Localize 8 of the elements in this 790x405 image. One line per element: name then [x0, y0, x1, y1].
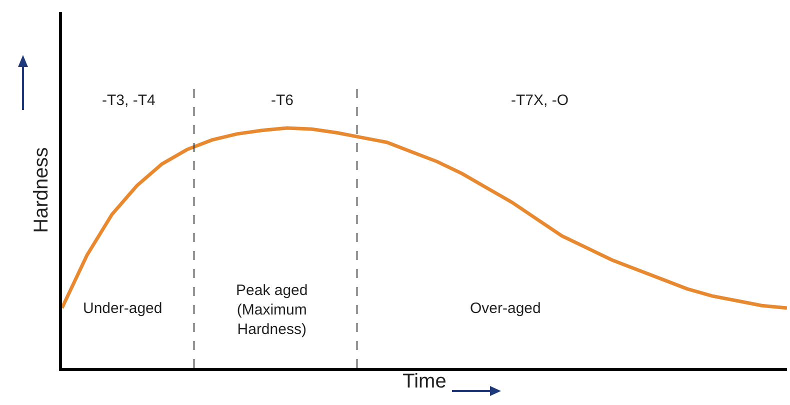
annotation: Under-aged	[83, 300, 162, 317]
text: -T6	[271, 92, 294, 109]
annotation: Over-aged	[470, 300, 541, 317]
y-axis-title: Hardness	[30, 147, 52, 233]
annotation: Peak aged (Maximum Hardness)	[236, 282, 308, 338]
x-axis-title: Time	[402, 370, 446, 392]
text: -T7X, -O	[511, 92, 569, 109]
text: -T3, -T4	[102, 92, 156, 109]
